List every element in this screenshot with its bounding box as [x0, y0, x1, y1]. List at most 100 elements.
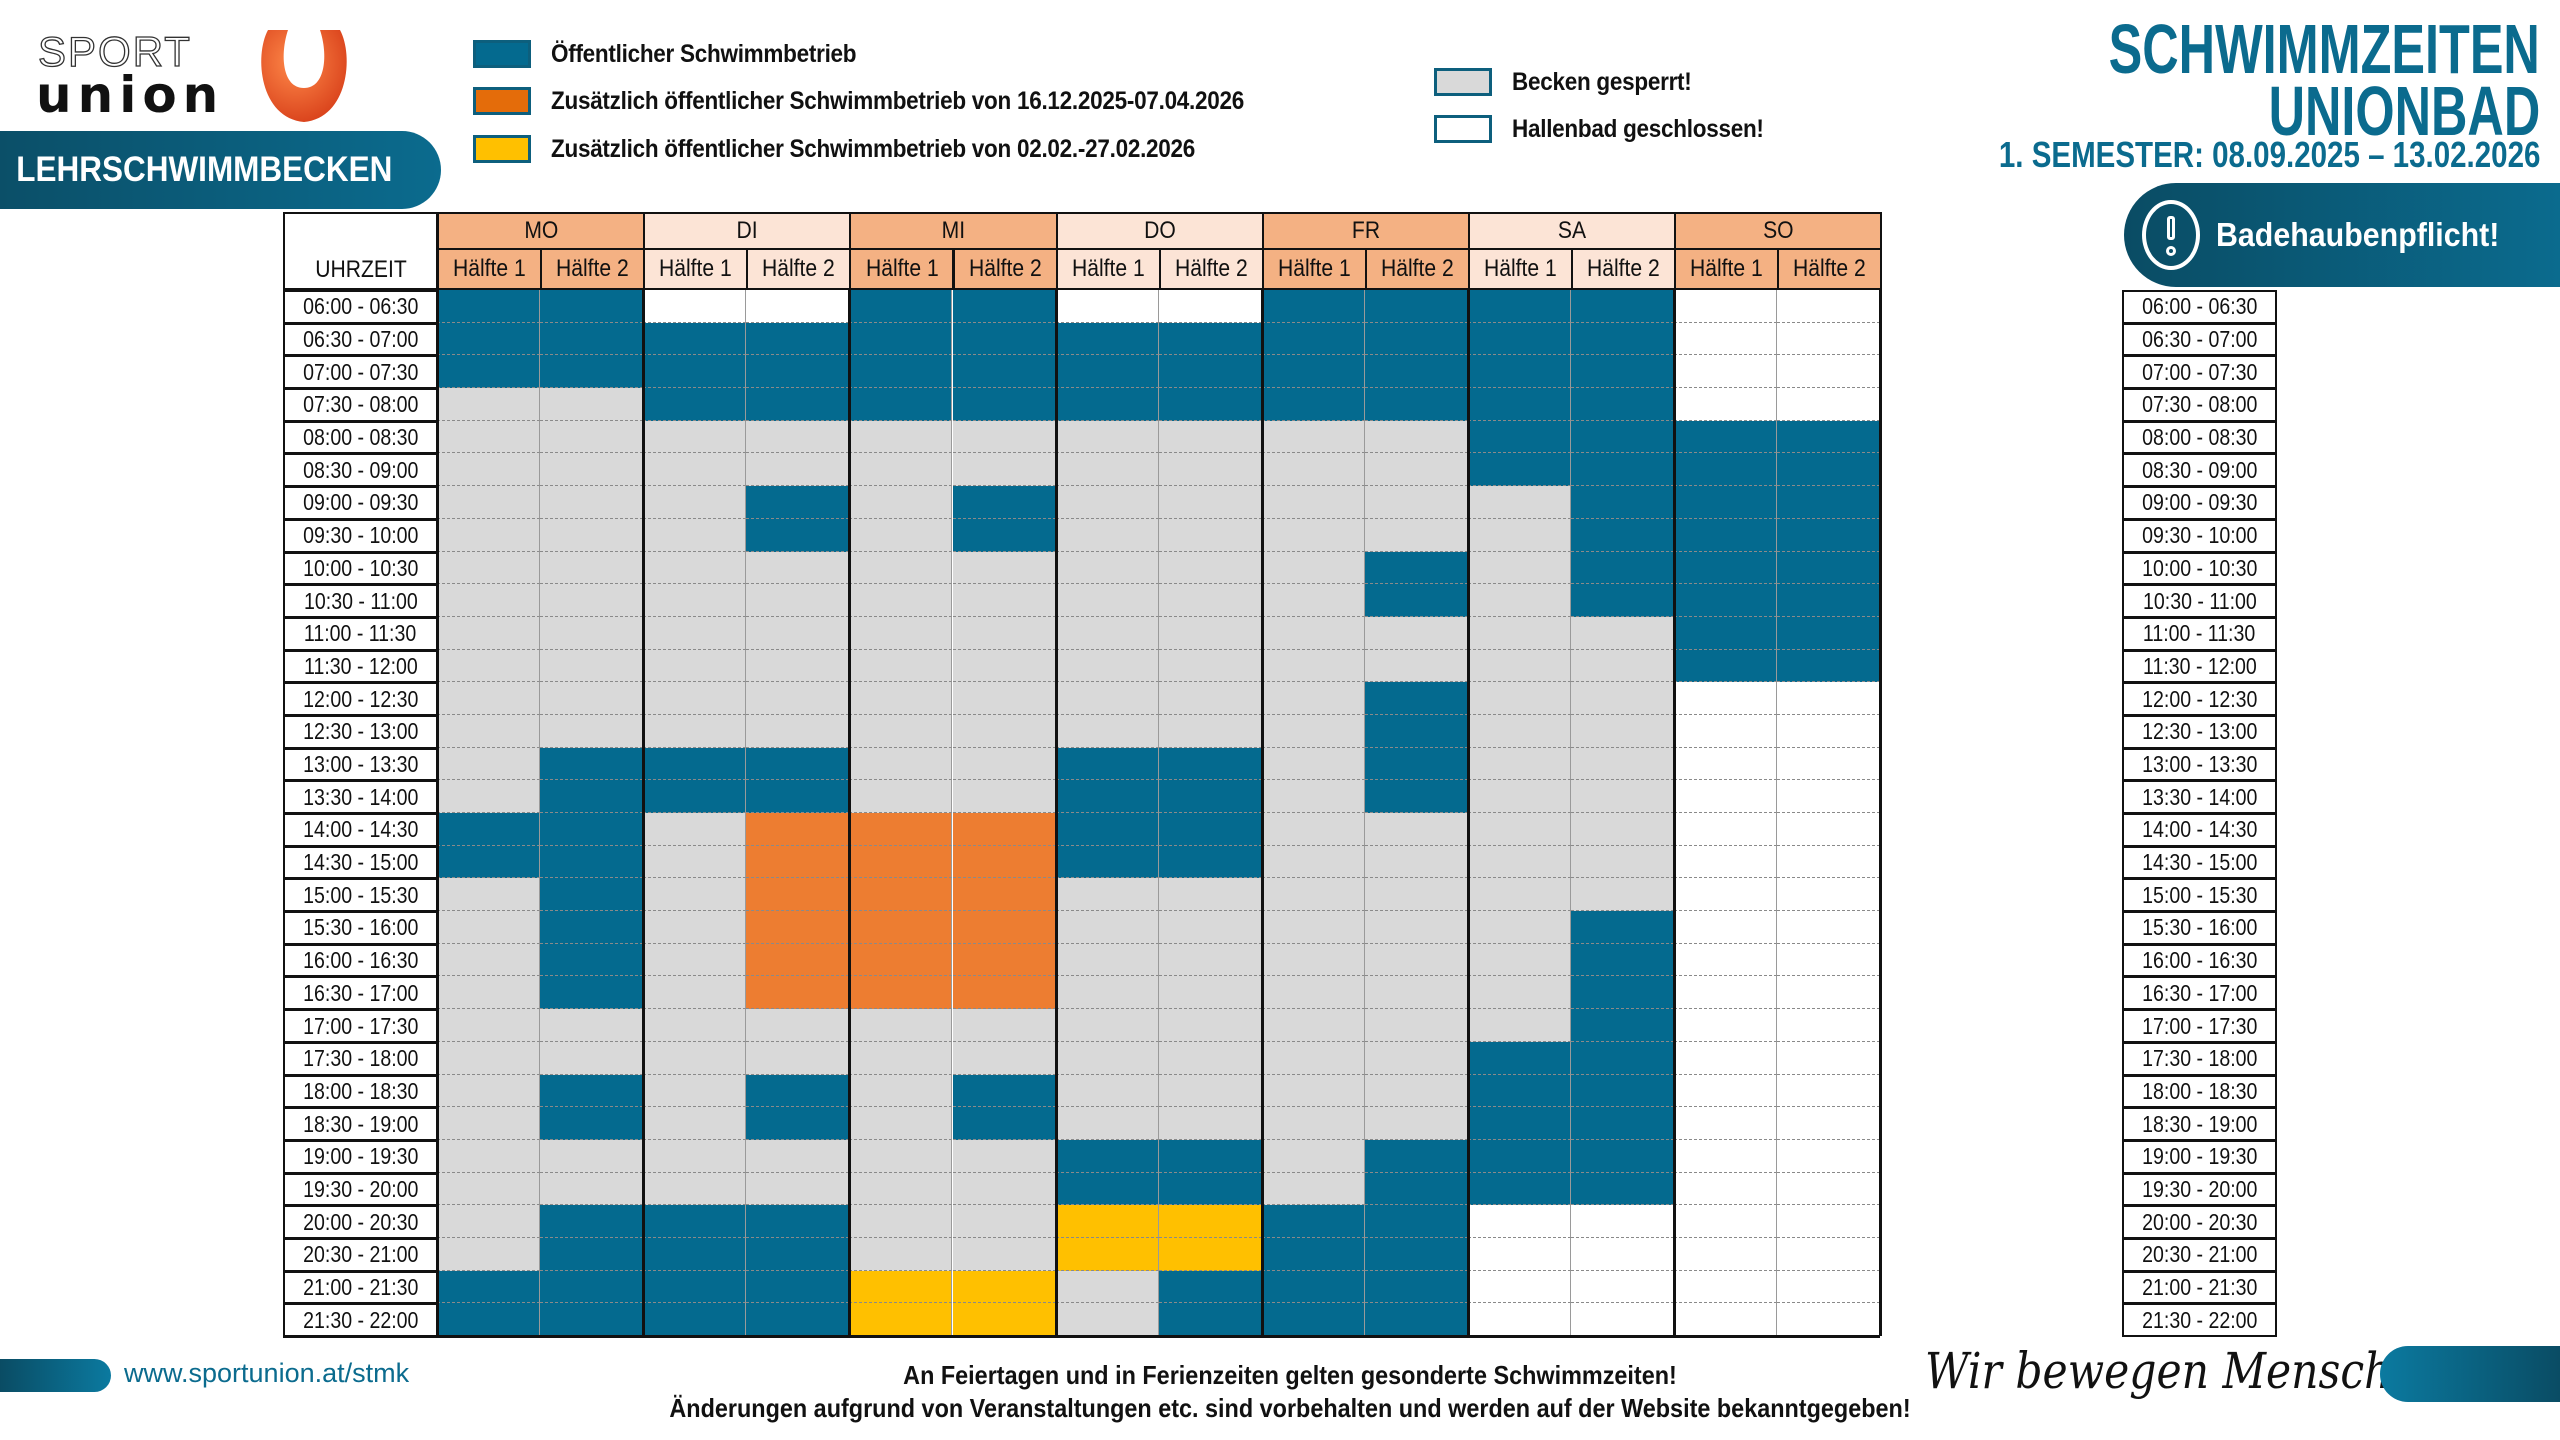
schedule-cell: [437, 813, 541, 846]
schedule-cell: [1777, 780, 1881, 814]
schedule-cell: [437, 420, 541, 454]
schedule-cell: [540, 1303, 644, 1337]
schedule-cell: [1055, 616, 1159, 650]
schedule-cell: [1777, 1303, 1881, 1337]
time-label: 11:00 - 11:30: [283, 616, 438, 651]
time-text: 21:00 - 21:30: [2141, 1274, 2258, 1301]
schedule-cell: [643, 911, 747, 944]
time-label: 10:30 - 11:00: [283, 584, 438, 618]
schedule-cell: [1777, 1270, 1881, 1304]
schedule-cell: [1468, 1139, 1572, 1173]
time-label: 18:00 - 18:30: [283, 1074, 438, 1109]
schedule-cell: [952, 1009, 1056, 1042]
schedule-cell: [849, 1172, 953, 1206]
schedule-cell: [746, 943, 850, 977]
schedule-cell: [540, 551, 644, 585]
schedule-cell: [746, 813, 850, 846]
half-header: Hälfte 1: [1674, 248, 1780, 290]
schedule-cell: [1571, 616, 1675, 650]
day-label: FR: [1351, 217, 1380, 244]
schedule-cell: [1158, 584, 1262, 617]
slogan: Wir bewegen Menschen: [1925, 1342, 2445, 1400]
schedule-cell: [643, 322, 747, 356]
schedule-cell: [1468, 976, 1572, 1010]
schedule-cell: [849, 322, 953, 356]
schedule-cell: [643, 355, 747, 389]
schedule-cell: [540, 453, 644, 487]
schedule-cell: [952, 878, 1056, 912]
schedule-cell: [1571, 1172, 1675, 1206]
schedule-cell: [437, 453, 541, 487]
time-text: 14:30 - 15:00: [2141, 849, 2258, 876]
schedule-cell: [1364, 911, 1468, 944]
time-label: 09:00 - 09:30: [283, 486, 438, 520]
legend-swatch-yellow: [473, 135, 531, 163]
schedule-cell: [1055, 911, 1159, 944]
time-text: 18:00 - 18:30: [2141, 1077, 2258, 1104]
schedule-cell: [746, 290, 850, 323]
schedule-cell: [952, 1172, 1056, 1206]
time-label-right: 15:00 - 15:30: [2122, 878, 2277, 913]
time-text: 09:00 - 09:30: [302, 489, 419, 516]
time-label-right: 18:30 - 19:00: [2122, 1107, 2277, 1141]
badge-label: Badehaubenpflicht!: [2216, 216, 2500, 253]
time-text: 17:30 - 18:00: [2141, 1045, 2258, 1072]
schedule-cell: [1674, 616, 1778, 650]
schedule-cell: [1364, 682, 1468, 715]
schedule-cell: [849, 1009, 953, 1042]
schedule-cell: [849, 1238, 953, 1271]
schedule-cell: [952, 551, 1056, 585]
schedule-cell: [437, 1270, 541, 1304]
schedule-cell: [437, 322, 541, 356]
time-label-right: 12:00 - 12:30: [2122, 682, 2277, 716]
website-link[interactable]: www.sportunion.at/stmk: [124, 1358, 410, 1388]
schedule-cell: [1364, 453, 1468, 487]
time-text: 17:00 - 17:30: [302, 1012, 419, 1039]
schedule-cell: [1571, 911, 1675, 944]
time-text: 08:00 - 08:30: [302, 424, 419, 451]
schedule-cell: [1364, 747, 1468, 781]
schedule-cell: [1571, 845, 1675, 879]
schedule-cell: [1468, 322, 1572, 356]
time-text: 09:30 - 10:00: [2141, 522, 2258, 549]
half-label: Hälfte 1: [659, 255, 733, 282]
schedule-cell: [849, 616, 953, 650]
schedule-cell: [1261, 584, 1365, 617]
time-label: 12:30 - 13:00: [283, 714, 438, 749]
schedule-cell: [1055, 714, 1159, 748]
schedule-cell: [952, 453, 1056, 487]
time-text: 06:00 - 06:30: [2141, 293, 2258, 320]
schedule-cell: [540, 1270, 644, 1304]
schedule-cell: [1158, 1074, 1262, 1108]
schedule-cell: [437, 290, 541, 323]
time-text: 13:30 - 14:00: [2141, 783, 2258, 810]
schedule-cell: [952, 1041, 1056, 1075]
schedule-cell: [746, 584, 850, 617]
day-header-do: DO: [1055, 212, 1264, 250]
time-label: 10:00 - 10:30: [283, 551, 438, 586]
schedule-cell: [643, 878, 747, 912]
schedule-cell: [952, 355, 1056, 389]
schedule-cell: [1158, 551, 1262, 585]
schedule-cell: [952, 1205, 1056, 1238]
schedule-cell: [952, 747, 1056, 781]
schedule-cell: [1571, 1270, 1675, 1304]
time-text: 17:00 - 17:30: [2141, 1012, 2258, 1039]
schedule-cell: [1777, 518, 1881, 552]
half-header: Hälfte 2: [952, 248, 1058, 290]
schedule-cell: [1777, 845, 1881, 879]
legend-label: Becken gesperrt!: [1512, 67, 1692, 96]
schedule-cell: [1571, 420, 1675, 454]
time-text: 06:00 - 06:30: [302, 293, 419, 320]
schedule-cell: [540, 1238, 644, 1271]
schedule-cell: [643, 420, 747, 454]
schedule-cell: [1261, 682, 1365, 715]
schedule-cell: [952, 1139, 1056, 1173]
schedule-cell: [746, 1107, 850, 1140]
schedule-cell: [1158, 1238, 1262, 1271]
schedule-cell: [1055, 1172, 1159, 1206]
schedule-cell: [952, 518, 1056, 552]
schedule-cell: [1571, 1041, 1675, 1075]
schedule-cell: [849, 911, 953, 944]
day-header-mi: MI: [849, 212, 1058, 250]
